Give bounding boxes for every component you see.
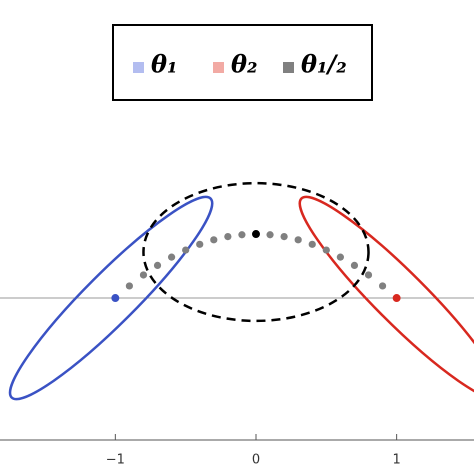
ellipse <box>298 195 474 401</box>
legend-label: θ₂ <box>231 50 258 79</box>
point <box>294 236 302 244</box>
point <box>238 231 246 239</box>
legend-box <box>112 24 373 101</box>
point <box>111 294 120 303</box>
point <box>210 236 218 244</box>
point <box>364 271 373 279</box>
x-tick-label: 0 <box>252 453 260 468</box>
highlight-point <box>251 230 260 239</box>
point <box>336 253 344 261</box>
ellipse <box>8 195 214 401</box>
point <box>308 240 316 248</box>
point <box>266 231 274 239</box>
point <box>196 240 204 248</box>
point <box>392 294 401 303</box>
legend-label: θ₁ <box>151 50 178 79</box>
point <box>139 271 148 279</box>
point <box>224 232 232 241</box>
ellipse <box>142 181 370 323</box>
point <box>378 282 387 290</box>
point <box>322 246 330 254</box>
point <box>125 282 134 290</box>
point <box>350 261 359 270</box>
legend-swatch <box>213 62 224 73</box>
legend-swatch <box>283 62 294 73</box>
point <box>153 261 162 270</box>
point <box>182 246 190 254</box>
point <box>167 253 176 261</box>
legend-swatch <box>133 62 144 73</box>
point <box>280 232 288 241</box>
x-tick-label: 1 <box>393 453 401 468</box>
x-tick-label: −1 <box>106 453 125 468</box>
legend-label: θ₁/₂ <box>301 50 347 79</box>
